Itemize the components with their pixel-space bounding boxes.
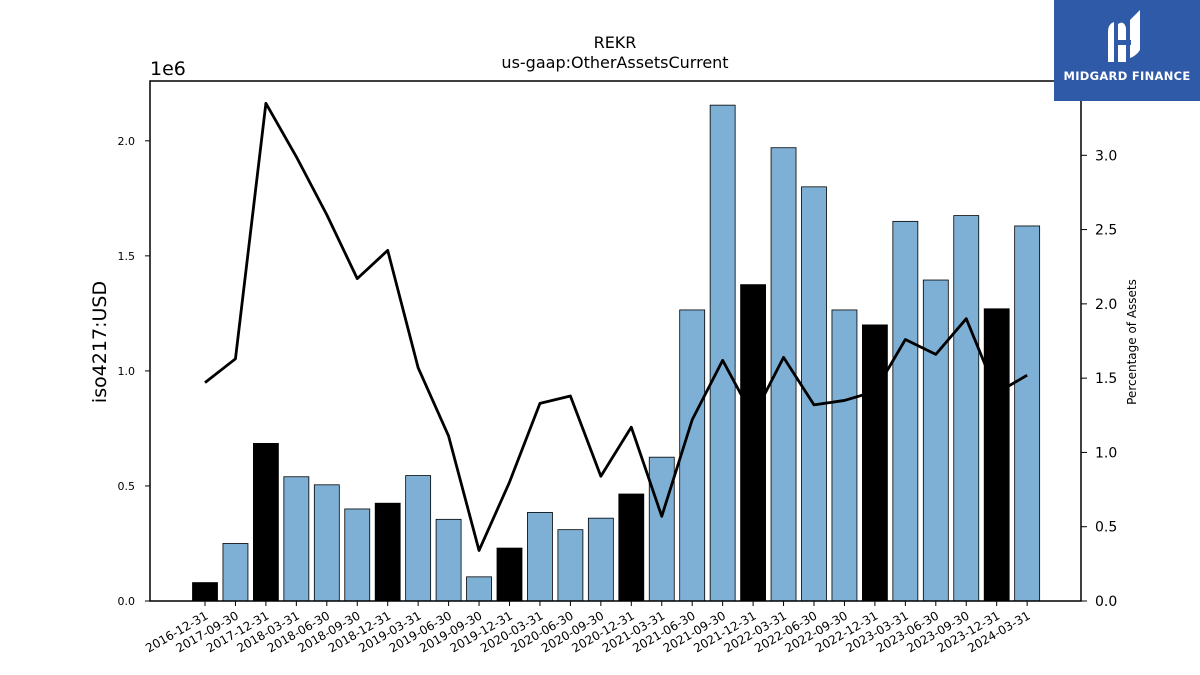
bar-2018-06-30 xyxy=(313,484,340,602)
bar-2017-09-30 xyxy=(222,543,249,602)
bar-2024-03-31 xyxy=(1014,225,1041,602)
y2-tick-label: 3.0 xyxy=(1095,148,1117,164)
bar-2023-06-30 xyxy=(922,279,949,602)
bar-2019-12-31 xyxy=(496,547,523,602)
bar-2017-12-31 xyxy=(252,442,279,602)
chart-title: REKR xyxy=(594,33,637,52)
bar-2023-12-31 xyxy=(983,308,1010,602)
y2-tick-label: 0.5 xyxy=(1095,520,1117,536)
y-tick-label: 0.5 xyxy=(118,480,136,493)
y-axis-ticks: 0.0 0.5 1.0 1.5 2.0 xyxy=(118,135,150,608)
y2-tick-label: 1.5 xyxy=(1095,371,1117,387)
brand-logo: MIDGARD FINANCE xyxy=(1054,0,1200,101)
bar-2020-06-30 xyxy=(557,529,584,602)
y2-tick-label: 0.0 xyxy=(1095,594,1117,610)
bar-2022-12-31 xyxy=(862,324,888,602)
y-axis-scale-note: 1e6 xyxy=(150,58,186,80)
x-axis-ticks: 2016-12-312017-09-302017-12-312018-03-31… xyxy=(143,601,1033,655)
percentage-line xyxy=(204,101,1028,552)
bar-2021-12-31 xyxy=(740,284,766,602)
bar-2020-09-30 xyxy=(587,517,614,602)
bar-2021-09-30 xyxy=(709,104,736,602)
y-tick-label: 1.5 xyxy=(118,250,136,263)
y2-axis-ticks: 0.0 0.5 1.0 1.5 2.0 2.5 3.0 xyxy=(1081,148,1117,610)
bar-2019-06-30 xyxy=(435,518,462,602)
bar-2020-12-31 xyxy=(618,493,645,602)
bar-2023-09-30 xyxy=(953,215,980,602)
y-tick-label: 1.0 xyxy=(118,365,136,378)
bar-2016-12-31 xyxy=(192,582,218,602)
bar-2020-03-31 xyxy=(527,512,553,602)
bar-group xyxy=(192,104,1041,602)
bar-2018-12-31 xyxy=(374,502,401,602)
y-tick-label: 0.0 xyxy=(118,595,136,608)
bar-2021-03-31 xyxy=(648,456,675,602)
y2-tick-label: 2.5 xyxy=(1095,223,1117,239)
y-tick-label: 2.0 xyxy=(118,135,136,148)
brand-name: MIDGARD FINANCE xyxy=(1063,69,1191,83)
y2-tick-label: 2.0 xyxy=(1095,297,1117,313)
midgard-logo-icon xyxy=(1108,10,1140,62)
bar-2018-03-31 xyxy=(283,476,310,602)
bar-2019-03-31 xyxy=(405,475,432,602)
chart-subtitle: us-gaap:OtherAssetsCurrent xyxy=(501,53,728,72)
bar-2019-09-30 xyxy=(466,576,492,602)
y2-axis-label: Percentage of Assets xyxy=(1125,279,1139,405)
y-axis-label: iso4217:USD xyxy=(89,281,111,403)
bar-2023-03-31 xyxy=(892,220,919,602)
plot-frame xyxy=(149,80,1082,602)
bar-2022-09-30 xyxy=(831,309,858,602)
y2-tick-label: 1.0 xyxy=(1095,445,1117,461)
bar-2021-06-30 xyxy=(679,309,706,602)
bar-2018-09-30 xyxy=(344,508,371,602)
bar-2022-06-30 xyxy=(801,186,827,602)
